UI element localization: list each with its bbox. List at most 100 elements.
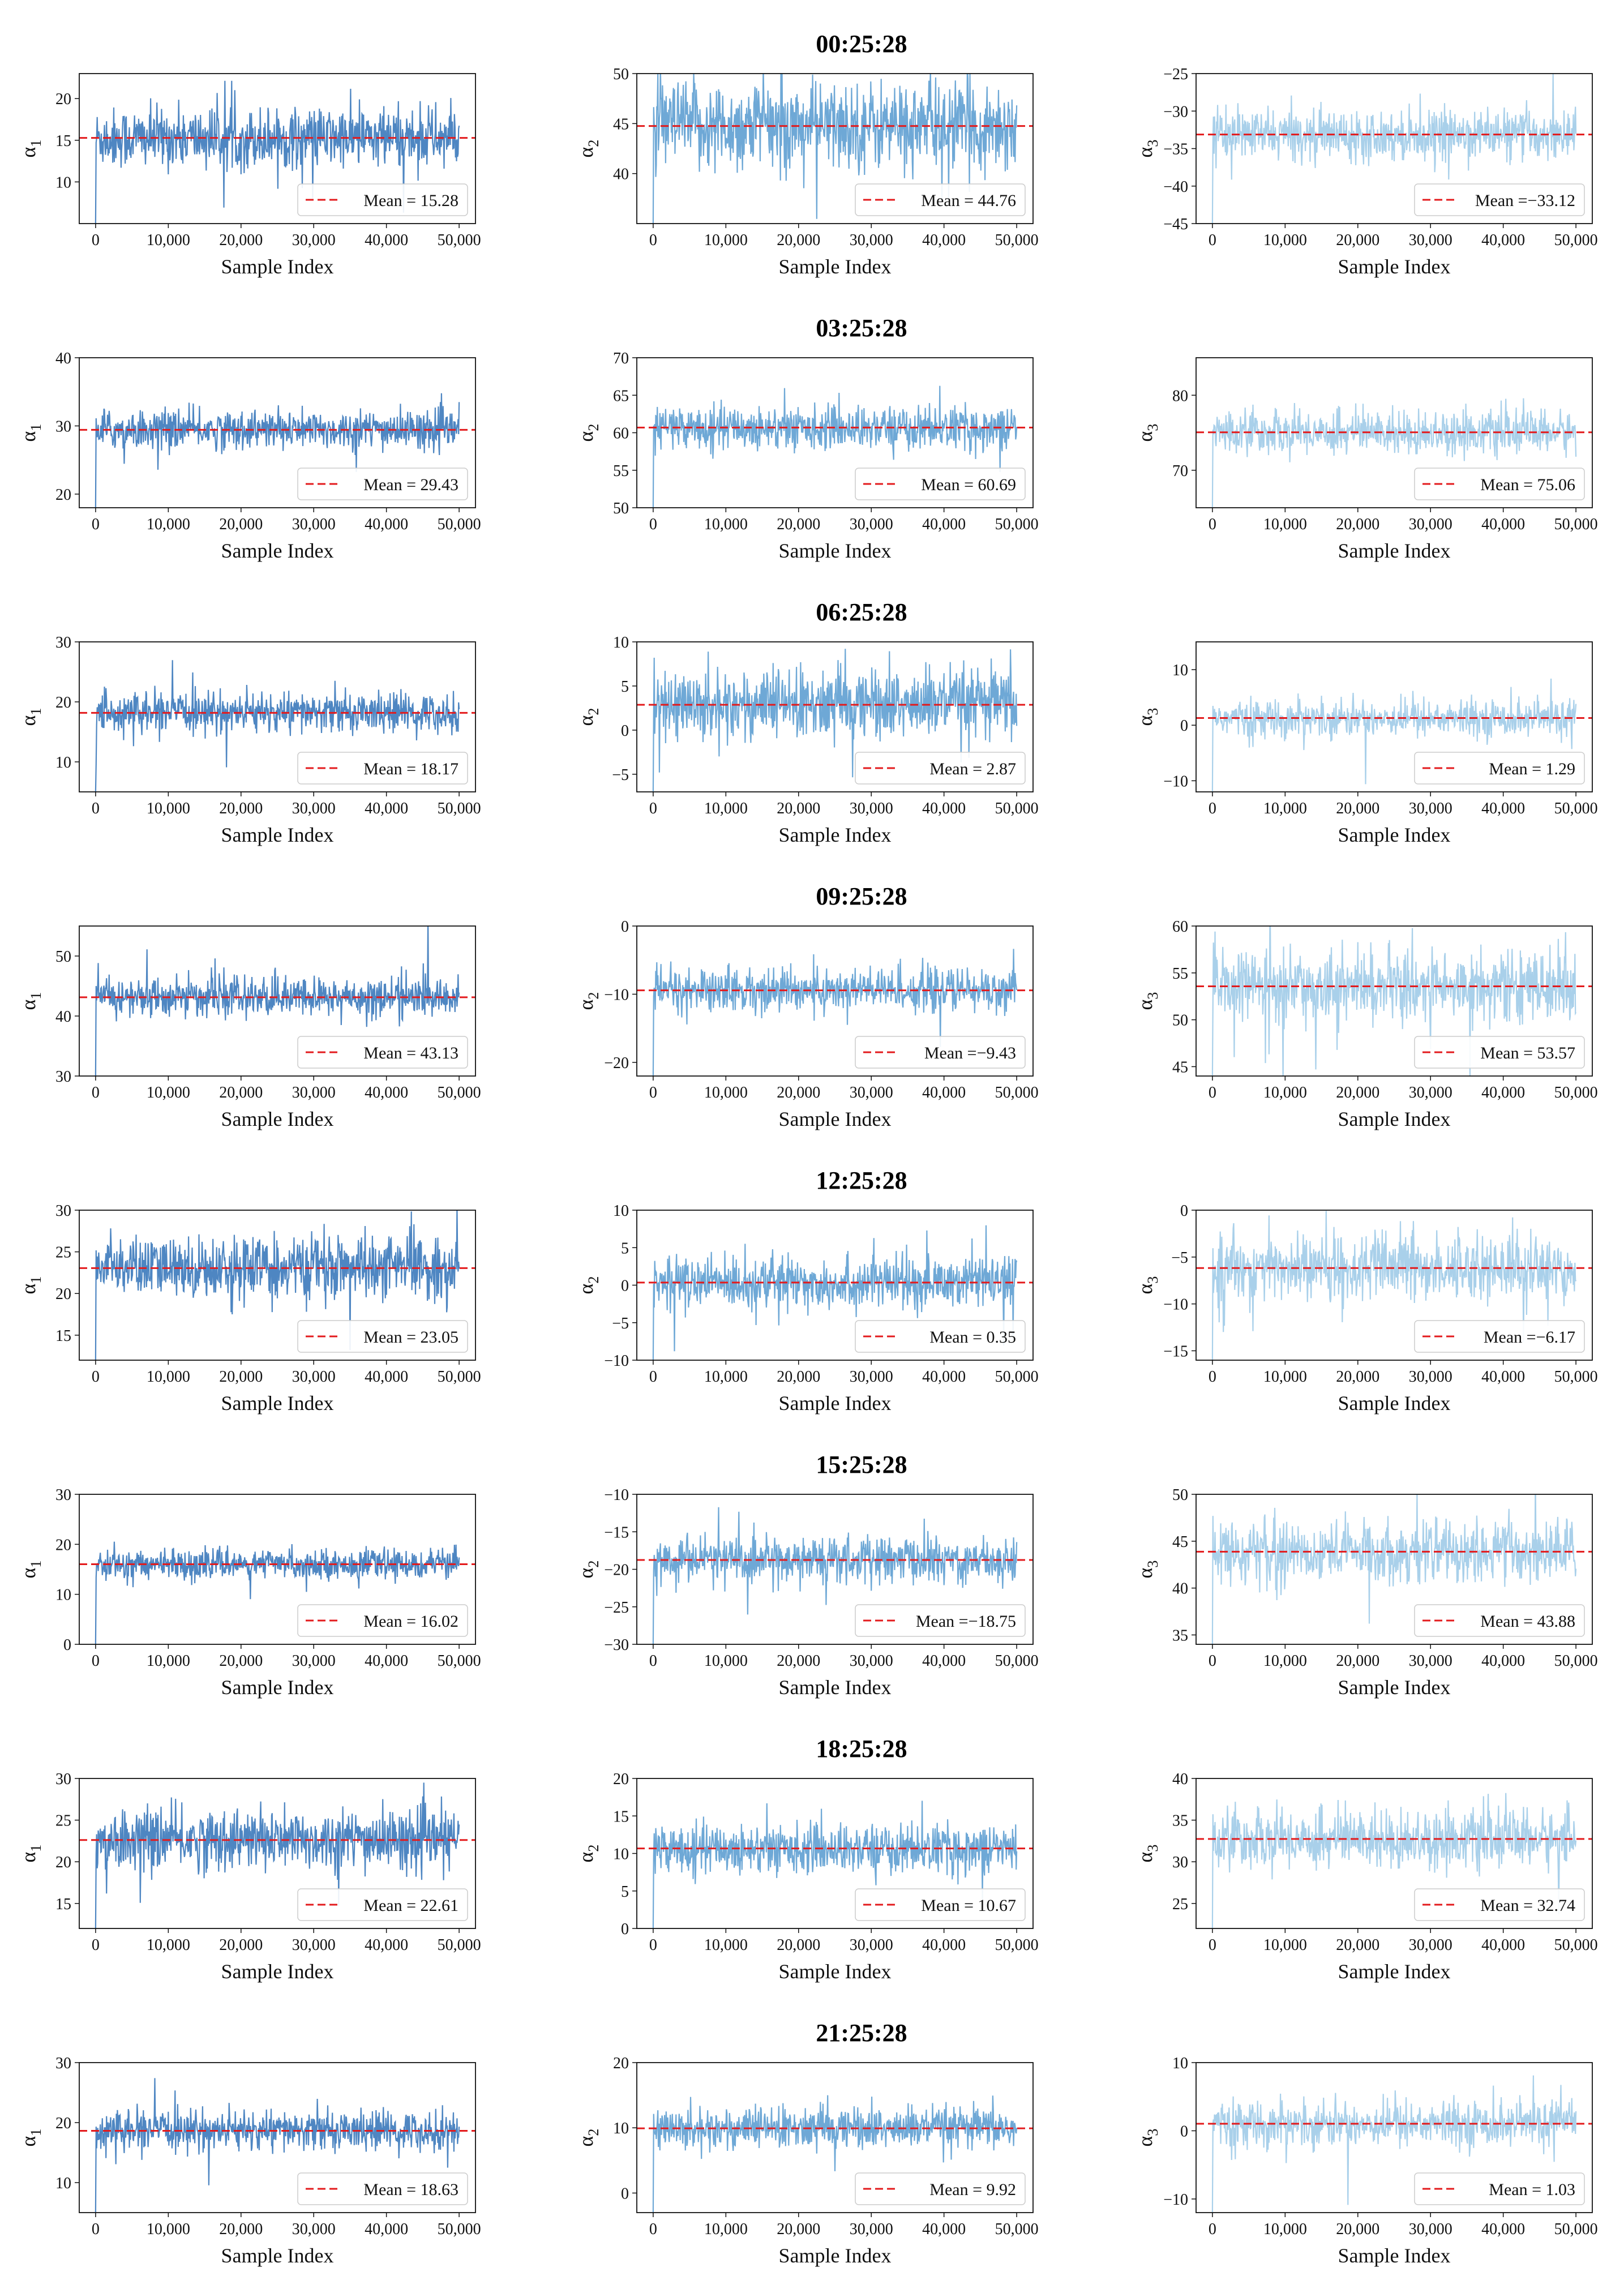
legend-box xyxy=(297,1604,468,1637)
y-axis-symbol: α xyxy=(17,715,40,726)
y-tick-label: 10 xyxy=(55,754,71,771)
trace-line xyxy=(652,1225,1018,1360)
legend-box xyxy=(297,2172,468,2205)
trace-line xyxy=(1211,1793,1577,1928)
trace-panel: 0 10,000 20,000 30,000 40,000 50,000 50 55 60 65 7… xyxy=(575,350,1039,562)
legend-box xyxy=(297,1888,468,1921)
legend-label: Mean = 29.43 xyxy=(363,475,459,494)
legend-label: Mean = 32.74 xyxy=(1480,1896,1575,1915)
x-tick-label: 40,000 xyxy=(1481,1084,1525,1101)
y-axis-symbol: α xyxy=(1134,431,1156,442)
y-tick-label: 15 xyxy=(55,1896,71,1913)
y-tick-label: 0 xyxy=(621,1278,629,1295)
x-axis-label: Sample Index xyxy=(221,1392,334,1415)
y-axis-subscript: 3 xyxy=(1145,140,1161,147)
x-tick-label: 30,000 xyxy=(1409,1652,1452,1670)
y-tick-label: 0 xyxy=(1180,1202,1188,1220)
x-tick-label: 50,000 xyxy=(1554,800,1598,817)
x-tick-label: 20,000 xyxy=(219,232,263,249)
trace-panel: 0 10,000 20,000 30,000 40,000 50,000 10 20 30 Sam… xyxy=(17,634,481,846)
x-tick-label: 50,000 xyxy=(1554,232,1598,249)
y-tick-label: 30 xyxy=(1172,1854,1188,1871)
trace-line xyxy=(1211,1211,1577,1360)
y-tick-label: 40 xyxy=(1172,1771,1188,1788)
x-tick-label: 40,000 xyxy=(1481,2221,1525,2238)
y-tick-label: 20 xyxy=(55,1854,71,1871)
x-tick-label: 20,000 xyxy=(777,1936,820,1954)
trace-panel: 0 10,000 20,000 30,000 40,000 50,000 −5 0 5 10 Sam… xyxy=(575,634,1039,846)
x-tick-label: 10,000 xyxy=(1263,2221,1307,2238)
x-tick-label: 40,000 xyxy=(365,1936,408,1954)
x-tick-label: 10,000 xyxy=(147,516,190,533)
x-tick-label: 20,000 xyxy=(777,1652,820,1670)
trace-panel: 0 10,000 20,000 30,000 40,000 50,000 15 20 25 30 S… xyxy=(17,1771,481,1983)
x-tick-label: 0 xyxy=(1209,232,1216,249)
y-tick-label: 60 xyxy=(1172,918,1188,936)
x-tick-label: 50,000 xyxy=(438,232,481,249)
y-tick-label: 50 xyxy=(1172,1486,1188,1504)
trace-line xyxy=(652,949,1018,1076)
x-tick-label: 30,000 xyxy=(1409,1368,1452,1386)
legend-label: Mean = 0.35 xyxy=(929,1328,1016,1347)
y-tick-label: 5 xyxy=(621,1240,629,1257)
legend-box xyxy=(855,1888,1026,1921)
y-axis-symbol: α xyxy=(575,1283,597,1294)
x-tick-label: 50,000 xyxy=(438,516,481,533)
legend-label: Mean = 43.13 xyxy=(363,1044,459,1062)
row-title: 18:25:28 xyxy=(816,1735,907,1763)
x-tick-label: 0 xyxy=(1209,1084,1216,1101)
x-tick-label: 50,000 xyxy=(1554,1936,1598,1954)
y-axis-label: α1 xyxy=(17,1561,44,1579)
x-tick-label: 40,000 xyxy=(1481,800,1525,817)
x-tick-label: 10,000 xyxy=(1263,800,1307,817)
x-tick-label: 20,000 xyxy=(777,2221,820,2238)
y-axis-label: α1 xyxy=(17,424,44,442)
y-axis-label: α1 xyxy=(17,2129,44,2147)
axes-frame xyxy=(1195,357,1593,508)
x-tick-label: 40,000 xyxy=(365,2221,408,2238)
y-tick-label: 20 xyxy=(55,694,71,711)
x-tick-label: 0 xyxy=(649,1652,657,1670)
x-tick-label: 0 xyxy=(92,1084,100,1101)
x-tick-label: 10,000 xyxy=(704,800,748,817)
x-axis-label: Sample Index xyxy=(1338,539,1451,562)
x-tick-label: 50,000 xyxy=(995,1368,1039,1386)
y-axis-symbol: α xyxy=(1134,715,1156,726)
x-tick-label: 40,000 xyxy=(365,1084,408,1101)
trace-panel: 0 10,000 20,000 30,000 40,000 50,000 30 40 50 Sam… xyxy=(17,925,481,1130)
y-tick-label: 30 xyxy=(55,2055,71,2072)
trace-line xyxy=(95,1541,460,1644)
y-axis-symbol: α xyxy=(17,431,40,442)
x-tick-label: 50,000 xyxy=(995,800,1039,817)
x-axis-label: Sample Index xyxy=(1338,1676,1451,1699)
x-tick-label: 50,000 xyxy=(438,800,481,817)
x-tick-label: 30,000 xyxy=(292,2221,336,2238)
trace-line xyxy=(652,1507,1018,1644)
x-tick-label: 10,000 xyxy=(1263,1652,1307,1670)
y-axis-subscript: 2 xyxy=(585,2129,602,2136)
y-tick-label: 40 xyxy=(55,1008,71,1026)
x-tick-label: 30,000 xyxy=(292,516,336,533)
axes-frame xyxy=(636,925,1034,1077)
x-axis-label: Sample Index xyxy=(779,1108,892,1130)
y-tick-label: 0 xyxy=(621,722,629,740)
axes-frame xyxy=(79,641,476,792)
trace-panel: 0 10,000 20,000 30,000 40,000 50,000 −45 −40 −35… xyxy=(1134,66,1598,278)
x-tick-label: 0 xyxy=(92,516,100,533)
x-tick-label: 20,000 xyxy=(1336,516,1379,533)
x-tick-label: 20,000 xyxy=(219,1936,263,1954)
legend-box xyxy=(297,1036,468,1069)
legend-box xyxy=(1414,1036,1585,1069)
legend-box xyxy=(855,752,1026,785)
y-tick-label: 0 xyxy=(1180,2123,1188,2140)
y-axis-subscript: 3 xyxy=(1145,708,1161,715)
y-tick-label: 80 xyxy=(1172,387,1188,405)
y-tick-label: 55 xyxy=(1172,965,1188,983)
legend-label: Mean =−6.17 xyxy=(1484,1328,1575,1347)
y-tick-label: 20 xyxy=(55,2115,71,2132)
legend-box xyxy=(855,183,1026,216)
trace-panel: 0 10,000 20,000 30,000 40,000 50,000 25 30 35 40 S… xyxy=(1134,1771,1598,1983)
axes-frame xyxy=(1195,1494,1593,1645)
axes-frame xyxy=(1195,1210,1593,1361)
